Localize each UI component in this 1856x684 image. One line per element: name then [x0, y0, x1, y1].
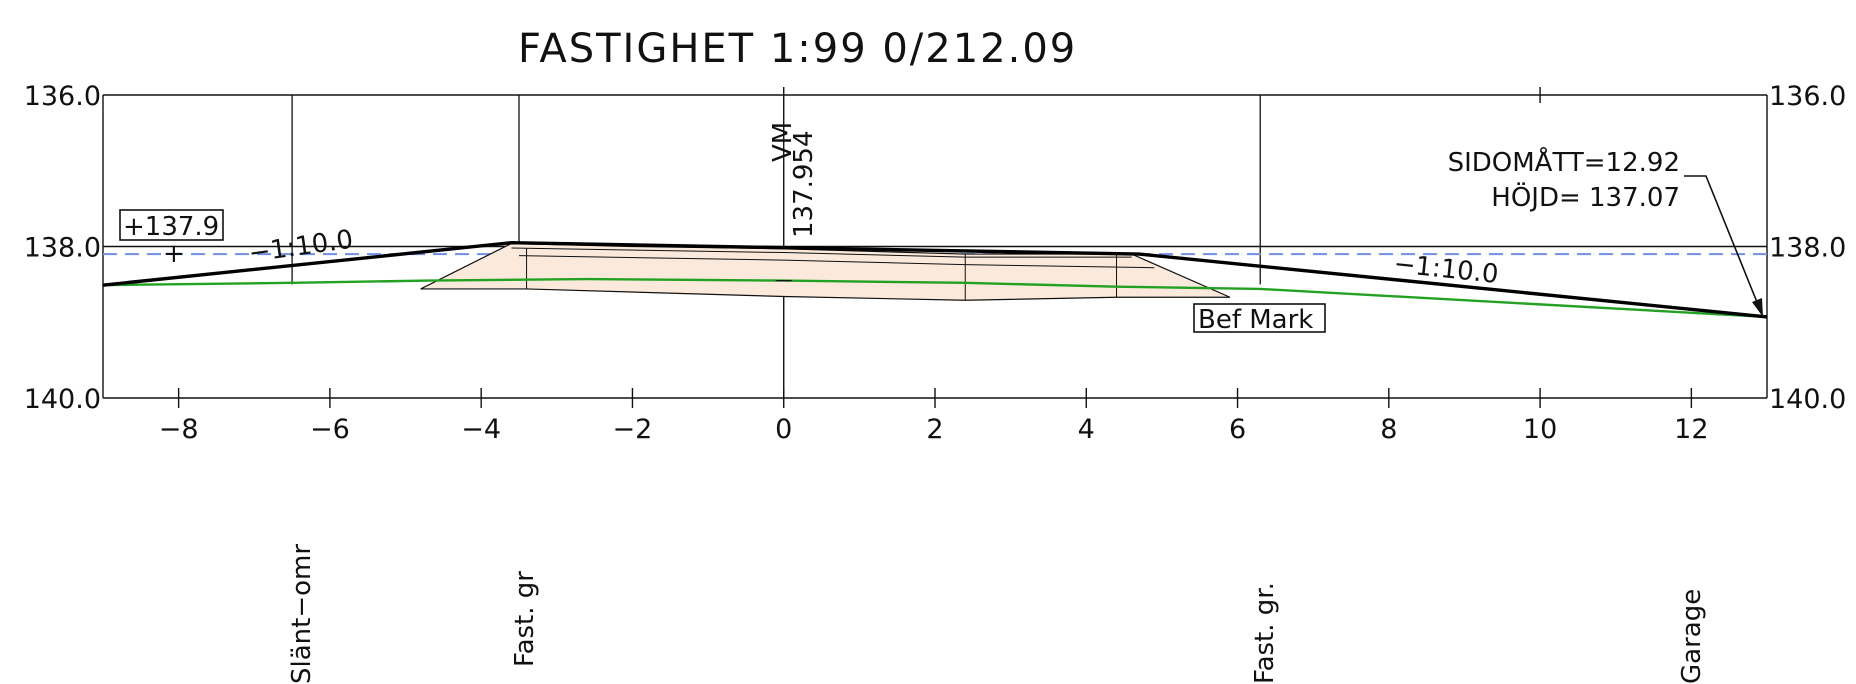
y-axis-ticks: 140.0 140.0 138.0 138.0 136.0 136.0 [24, 81, 1847, 415]
pavement-layer-0 [511, 247, 1132, 258]
bottom-label-slant: Slänt−omr [287, 544, 317, 684]
vm-level-value: 137.954 [789, 130, 819, 238]
left-level-cross: + [163, 239, 185, 269]
bef-mark-label: Bef Mark [1198, 305, 1313, 335]
x-axis-ticks: −8 −6 −4 −2 0 2 4 6 8 10 12 [159, 87, 1709, 445]
x-tick-label: 4 [1078, 414, 1095, 445]
callout-arrowhead [1752, 298, 1763, 317]
x-tick-label: −4 [461, 414, 501, 445]
x-tick-label: 12 [1674, 414, 1708, 445]
y-tick-label-right: 140.0 [1769, 384, 1846, 415]
bef-mark-box [1193, 303, 1326, 333]
y-tick-label-left: 138.0 [24, 233, 101, 264]
callout-leader [1684, 175, 1764, 318]
drawing-title: FASTIGHET 1:99 0/212.09 [518, 26, 1077, 72]
x-tick-label: −8 [159, 414, 199, 445]
y-tick-label-left: 136.0 [24, 81, 101, 112]
pavement-layer-1 [518, 255, 1155, 269]
left-level-box [119, 209, 224, 241]
vm-label: VM [768, 122, 798, 162]
x-tick-label: −2 [613, 414, 653, 445]
x-tick-label: 0 [775, 414, 792, 445]
hojd-label: HÖJD= 137.07 [1491, 181, 1680, 213]
profile-lines [102, 241, 1768, 319]
x-tick-label: −6 [310, 414, 350, 445]
right-slope-label: −1:10.0 [1392, 249, 1500, 290]
bottom-label-fast-gr-left: Fast. gr [510, 571, 540, 667]
sidomatt-label: SIDOMÅTT=12.92 [1448, 146, 1680, 178]
bottom-label-garage: Garage [1677, 589, 1707, 684]
x-tick-label: 2 [926, 414, 943, 445]
design-profile-line [102, 241, 1768, 319]
y-tick-label-left: 140.0 [24, 384, 101, 415]
road-fill-layer [420, 242, 1231, 301]
y-tick-label-right: 138.0 [1769, 233, 1846, 264]
x-tick-label: 8 [1380, 414, 1397, 445]
y-tick-label-right: 136.0 [1769, 81, 1846, 112]
left-level-label: +137.9 [123, 212, 219, 242]
bottom-label-fast-gr-right: Fast. gr. [1250, 582, 1280, 684]
plot-frame [102, 87, 1768, 399]
x-tick-label: 6 [1229, 414, 1246, 445]
x-tick-label: 10 [1523, 414, 1557, 445]
